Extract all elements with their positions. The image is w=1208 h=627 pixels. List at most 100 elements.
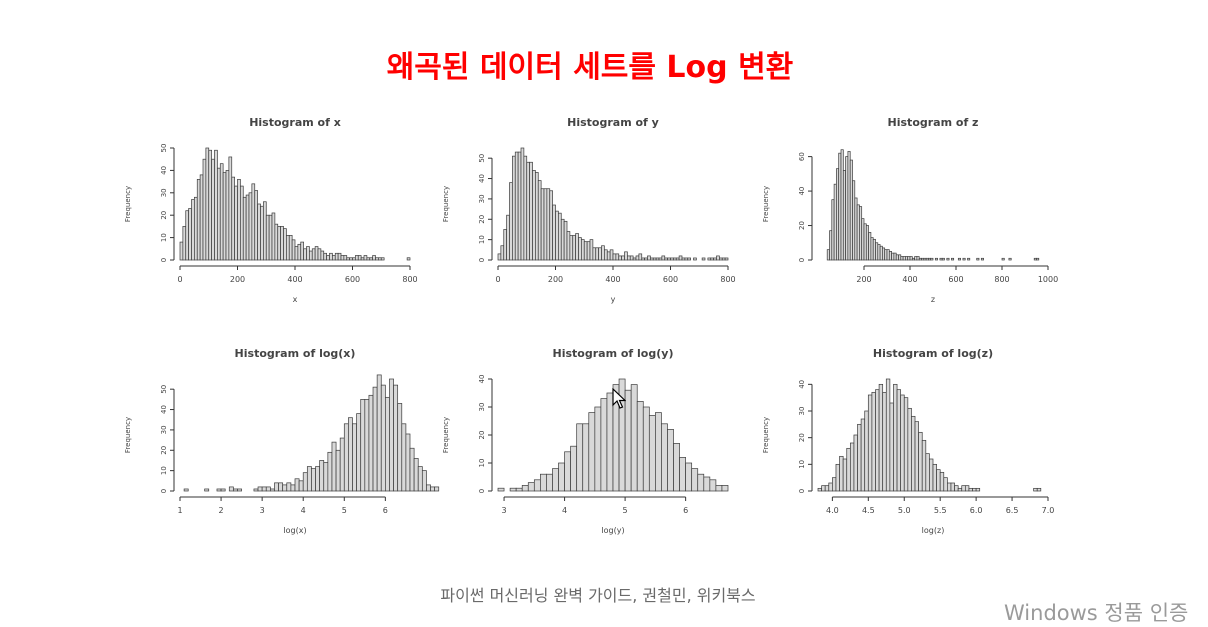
x-axis-label: y xyxy=(611,295,616,304)
histogram-bar xyxy=(378,257,382,261)
histogram-bar xyxy=(664,257,668,261)
histogram-bar xyxy=(497,487,505,492)
x-tick-label: 600 xyxy=(663,275,678,284)
y-tick-label: 0 xyxy=(798,489,806,493)
histogram-bar xyxy=(681,257,686,261)
histogram-log-z-svg: Histogram of log(z) 4.0 4.5 5.0 5.5 6.0 6.5 7.0… xyxy=(762,347,1054,535)
histogram-bar xyxy=(936,469,941,492)
histogram-bar xyxy=(413,458,419,492)
y-axis: 0 10 20 30 40 50 xyxy=(160,144,175,262)
histogram-bar xyxy=(300,241,304,261)
histogram-bar xyxy=(615,253,620,261)
histogram-bar xyxy=(951,257,955,261)
histogram-bar xyxy=(274,482,279,492)
histogram-bar xyxy=(667,429,674,492)
histogram-bar xyxy=(566,231,571,261)
y-tick-label: 20 xyxy=(798,433,806,442)
histogram-bar xyxy=(918,431,923,492)
histogram-panel-log-z: Histogram of log(z) 4.0 4.5 5.0 5.5 6.0 6.5 7.0… xyxy=(758,343,1058,543)
histogram-bar xyxy=(537,180,542,261)
histogram-bar xyxy=(265,486,271,492)
histogram-bar xyxy=(228,156,233,261)
histogram-bar xyxy=(828,482,833,492)
histogram-bar xyxy=(1001,257,1005,261)
histogram-bars xyxy=(179,147,411,261)
histogram-bar xyxy=(199,174,204,261)
histogram-bar xyxy=(882,391,887,492)
histogram-bar xyxy=(364,399,370,492)
histogram-bars xyxy=(817,378,1042,492)
histogram-bar xyxy=(194,196,198,261)
histogram-bar xyxy=(521,485,529,492)
histogram-bar xyxy=(900,394,905,492)
histogram-bar xyxy=(409,447,415,492)
histogram-bar xyxy=(658,257,663,261)
histogram-panel-log-y: Histogram of log(y) 3 4 5 6 log(y) 0 10 20 30 40 Fr… xyxy=(438,343,738,543)
histogram-bar xyxy=(679,457,686,492)
histogram-bar xyxy=(930,257,934,261)
histogram-bar xyxy=(693,257,697,261)
y-tick-label: 40 xyxy=(478,174,486,183)
histogram-bar xyxy=(857,423,862,492)
histogram-bar xyxy=(552,468,559,492)
histogram-bar xyxy=(375,257,379,261)
histogram-bar xyxy=(572,235,576,261)
histogram-bar xyxy=(968,487,973,492)
histogram-bar xyxy=(363,255,368,261)
histogram-bar xyxy=(290,484,296,492)
histogram-bar xyxy=(179,241,184,261)
histogram-bar xyxy=(503,229,507,261)
x-tick-label: 4 xyxy=(562,506,567,515)
histogram-bar xyxy=(217,167,221,261)
histogram-bar xyxy=(397,403,403,492)
histogram-bar xyxy=(636,401,644,492)
mouse-pointer-icon xyxy=(612,388,626,409)
histogram-bar xyxy=(670,257,674,261)
x-axis: 0 200 400 600 800 xyxy=(177,265,418,284)
histogram-bar xyxy=(586,241,591,261)
histogram-bar xyxy=(372,386,378,492)
histogram-bar xyxy=(612,253,617,261)
histogram-bar xyxy=(687,257,691,261)
histogram-bar xyxy=(245,194,250,261)
histogram-bar xyxy=(540,473,547,492)
histogram-bar xyxy=(248,192,253,261)
chart-title: Histogram of y xyxy=(567,116,659,129)
histogram-panel-y: Histogram of y 0 200 400 600 800 y 0 10 20 30 40 50 F… xyxy=(438,112,738,312)
histogram-bar xyxy=(583,241,588,261)
histogram-bar xyxy=(846,447,851,492)
histogram-bar xyxy=(549,190,553,261)
histogram-bar xyxy=(183,488,189,492)
histogram-bar xyxy=(842,458,848,492)
histogram-bar xyxy=(242,196,247,261)
x-tick-label: 400 xyxy=(287,275,302,284)
y-tick-label: 30 xyxy=(478,194,486,203)
histogram-bar xyxy=(950,482,955,492)
histogram-bar xyxy=(237,179,241,261)
histogram-bar xyxy=(326,255,330,261)
x-tick-label: 6.5 xyxy=(1006,506,1019,515)
histogram-bar xyxy=(346,257,350,261)
histogram-bar xyxy=(641,257,645,261)
histogram-panel-z: Histogram of z 200 400 600 800 1000 z 0 20 40 60 Fr… xyxy=(758,112,1058,312)
histogram-bar xyxy=(360,399,366,492)
chart-title: Histogram of z xyxy=(888,116,979,129)
histogram-bar xyxy=(366,257,371,261)
y-axis: 0 10 20 30 40 50 xyxy=(478,154,493,262)
x-tick-label: 400 xyxy=(902,275,917,284)
histogram-bar xyxy=(280,226,284,261)
histogram-bar xyxy=(288,235,293,261)
histogram-bar xyxy=(509,182,513,261)
histogram-bar xyxy=(406,257,411,261)
histogram-bars xyxy=(183,374,440,492)
histogram-bar xyxy=(222,172,227,261)
histogram-bar xyxy=(278,482,284,492)
histogram-bar xyxy=(589,239,594,261)
histogram-bar xyxy=(878,383,884,492)
y-tick-label: 30 xyxy=(478,403,486,412)
histogram-bar xyxy=(512,155,516,261)
histogram-bar xyxy=(337,252,342,261)
histogram-bar xyxy=(523,155,528,261)
histogram-bar xyxy=(594,406,602,492)
y-tick-label: 10 xyxy=(160,466,168,475)
